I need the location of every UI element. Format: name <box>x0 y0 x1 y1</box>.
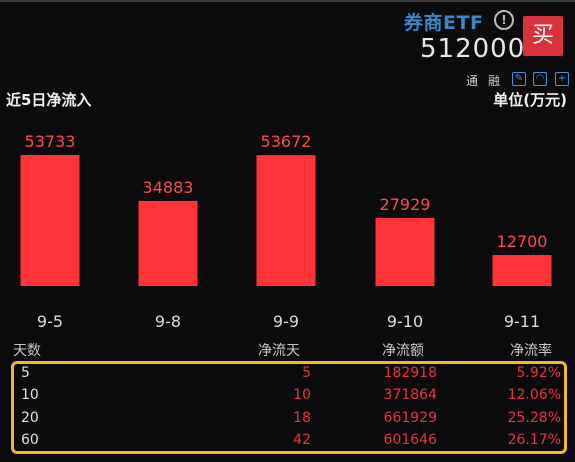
net-inflow-bar-chart: 53733 9-5 34883 9-8 53672 9-9 27929 9-10 12700 9-… <box>20 132 552 331</box>
bar-9-11 <box>492 255 552 286</box>
row-net-days: 5 <box>302 365 311 381</box>
add-icon[interactable]: + <box>555 72 569 86</box>
row-days: 5 <box>21 365 30 381</box>
row-days: 10 <box>21 387 39 403</box>
bar-value-label: 27929 <box>380 195 431 214</box>
category-label: 9-5 <box>37 312 63 331</box>
bell-icon[interactable]: ◠ <box>533 72 547 86</box>
row-net-rate: 5.92% <box>516 365 561 381</box>
bar-9-5 <box>20 155 80 286</box>
header-days: 天数 <box>13 343 41 359</box>
row-net-amount: 661929 <box>383 410 437 426</box>
category-label: 9-10 <box>387 312 423 331</box>
row-net-rate: 26.17% <box>507 432 561 448</box>
row-days: 20 <box>21 410 39 426</box>
bar-9-8 <box>138 200 198 286</box>
row-net-amount: 371864 <box>383 387 437 403</box>
row-net-rate: 25.28% <box>507 410 561 426</box>
row-net-amount: 601646 <box>383 432 437 448</box>
bar-9-10 <box>375 217 435 286</box>
highlight-frame <box>11 361 567 454</box>
header-net-rate: 净流率 <box>510 343 552 359</box>
header-net-days: 净流天 <box>258 343 300 359</box>
section-title: 近5日净流入 <box>6 91 92 109</box>
bar-value-label: 53672 <box>261 132 312 151</box>
row-net-amount: 182918 <box>383 365 437 381</box>
category-label: 9-8 <box>155 312 181 331</box>
row-days: 60 <box>21 432 39 448</box>
info-icon[interactable]: ! <box>494 10 514 30</box>
row-net-rate: 12.06% <box>507 387 561 403</box>
edit-icon[interactable]: ✎ <box>512 72 526 86</box>
category-label: 9-11 <box>504 312 540 331</box>
row-net-days: 18 <box>293 410 311 426</box>
fund-code: 512000 <box>420 34 526 64</box>
buy-button[interactable]: 买 <box>523 16 563 56</box>
bar-value-label: 12700 <box>497 232 548 251</box>
tag-rong: 融 <box>488 74 501 88</box>
unit-label: 单位(万元) <box>493 91 567 109</box>
bar-9-9 <box>256 155 316 286</box>
category-label: 9-9 <box>273 312 299 331</box>
fund-name: 券商ETF <box>404 12 484 34</box>
bar-value-label: 34883 <box>143 178 194 197</box>
header-net-amount: 净流额 <box>382 343 424 359</box>
row-net-days: 42 <box>293 432 311 448</box>
bar-value-label: 53733 <box>25 132 76 151</box>
top-border <box>0 0 575 2</box>
tag-tong: 通 <box>466 74 479 88</box>
row-net-days: 10 <box>293 387 311 403</box>
